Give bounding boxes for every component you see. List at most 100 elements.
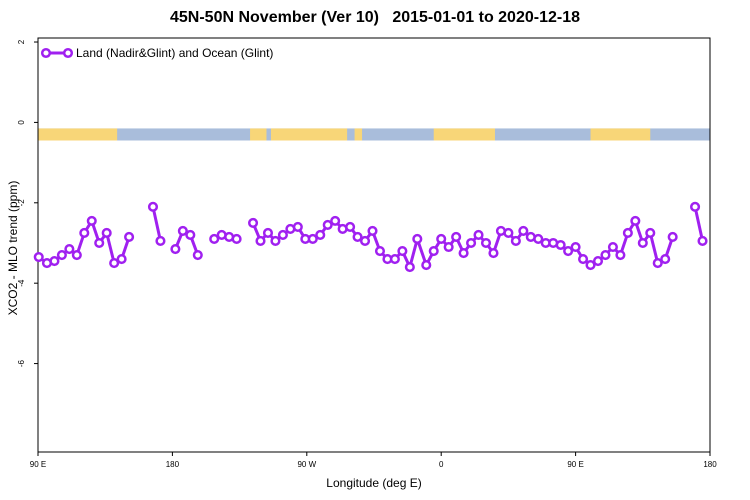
- data-point: [555, 239, 566, 251]
- data-point: [315, 229, 326, 241]
- data-point: [578, 254, 589, 265]
- data-point: [94, 237, 105, 249]
- y-tick-label: 0: [17, 120, 26, 125]
- legend-marker-right: [62, 47, 74, 59]
- data-point: [71, 249, 82, 261]
- data-point: [622, 227, 633, 238]
- land-segment: [354, 128, 363, 141]
- data-point: [307, 233, 318, 245]
- data-point: [404, 262, 415, 273]
- ocean-band: [38, 128, 710, 141]
- data-point: [389, 254, 400, 265]
- x-tick-label: 0: [439, 460, 444, 469]
- x-tick-label: 90 E: [30, 460, 46, 469]
- legend: Land (Nadir&Glint) and Ocean (Glint): [40, 46, 273, 60]
- y-tick-label: -4: [17, 279, 26, 287]
- data-point: [352, 231, 363, 243]
- data-point: [231, 233, 242, 245]
- data-point: [86, 215, 97, 226]
- data-point: [533, 233, 544, 245]
- data-point: [473, 229, 484, 241]
- chart-title: 45N-50N November (Ver 10) 2015-01-01 to …: [170, 9, 580, 26]
- data-point: [322, 219, 333, 230]
- data-point: [192, 249, 203, 261]
- legend-label: Land (Nadir&Glint) and Ocean (Glint): [76, 46, 273, 60]
- data-point: [345, 221, 356, 232]
- data-point: [585, 260, 596, 271]
- axes: 90 E 180 90 W 0 90 E 180 2 0 -2 -4 -6: [17, 37, 717, 469]
- land-segment: [270, 128, 348, 141]
- data-point: [277, 229, 288, 241]
- data-point: [185, 229, 196, 241]
- data-point: [109, 258, 120, 269]
- data-point: [247, 217, 259, 228]
- data-point: [592, 256, 604, 267]
- data-point: [270, 235, 281, 247]
- x-tick-label: 90 E: [567, 460, 583, 469]
- plot-frame: [37, 37, 711, 453]
- data-point: [615, 249, 626, 261]
- data-point: [124, 231, 135, 243]
- data-point: [488, 247, 499, 259]
- series-layer: [33, 201, 708, 273]
- y-tick-label: -2: [17, 199, 26, 207]
- data-point: [33, 252, 44, 263]
- data-point: [170, 243, 181, 255]
- data-point: [503, 227, 514, 238]
- data-point: [510, 235, 521, 247]
- x-tick-label: 180: [166, 460, 180, 469]
- data-point: [155, 235, 166, 247]
- data-point: [443, 241, 454, 253]
- data-point: [56, 249, 67, 261]
- data-point: [374, 245, 386, 257]
- data-point: [64, 243, 75, 255]
- y-axis-title: XCO2 - MLO trend (ppm): [6, 180, 20, 316]
- data-point: [690, 201, 701, 212]
- x-axis-title: Longitude (deg E): [326, 476, 422, 490]
- data-point: [563, 245, 574, 257]
- data-point: [660, 254, 671, 265]
- data-point: [697, 235, 708, 247]
- data-point: [101, 227, 112, 238]
- data-point: [116, 254, 127, 265]
- data-point: [436, 233, 447, 245]
- land-segment: [250, 128, 267, 141]
- x-tick-label: 180: [703, 460, 717, 469]
- data-point: [667, 231, 678, 243]
- data-point: [397, 245, 408, 257]
- data-point: [480, 237, 492, 249]
- legend-marker-left: [40, 47, 52, 59]
- data-point: [570, 241, 581, 253]
- data-point: [451, 231, 462, 243]
- data-point: [262, 227, 274, 238]
- land-segment: [433, 128, 495, 141]
- land-segment: [590, 128, 651, 141]
- data-point: [645, 227, 656, 238]
- data-point: [412, 233, 423, 245]
- data-point: [255, 235, 266, 247]
- data-point: [79, 227, 90, 238]
- data-point: [421, 260, 432, 271]
- data-point: [209, 233, 220, 245]
- data-point: [359, 235, 371, 247]
- data-point: [652, 258, 663, 269]
- y-tick-label: 2: [17, 39, 26, 44]
- data-point: [292, 221, 303, 232]
- data-point: [458, 247, 469, 259]
- data-point: [428, 245, 439, 257]
- series-line: [151, 206, 162, 242]
- data-point: [637, 237, 648, 249]
- data-point: [367, 225, 378, 236]
- series-line: [693, 206, 704, 242]
- x-tick-label: 90 W: [297, 460, 316, 469]
- data-point: [330, 215, 341, 226]
- data-point: [600, 249, 611, 261]
- data-point: [147, 201, 159, 212]
- data-point: [630, 215, 641, 226]
- data-point: [607, 241, 618, 253]
- land-segment: [38, 128, 118, 141]
- y-tick-label: -6: [17, 359, 26, 367]
- data-point: [518, 225, 529, 236]
